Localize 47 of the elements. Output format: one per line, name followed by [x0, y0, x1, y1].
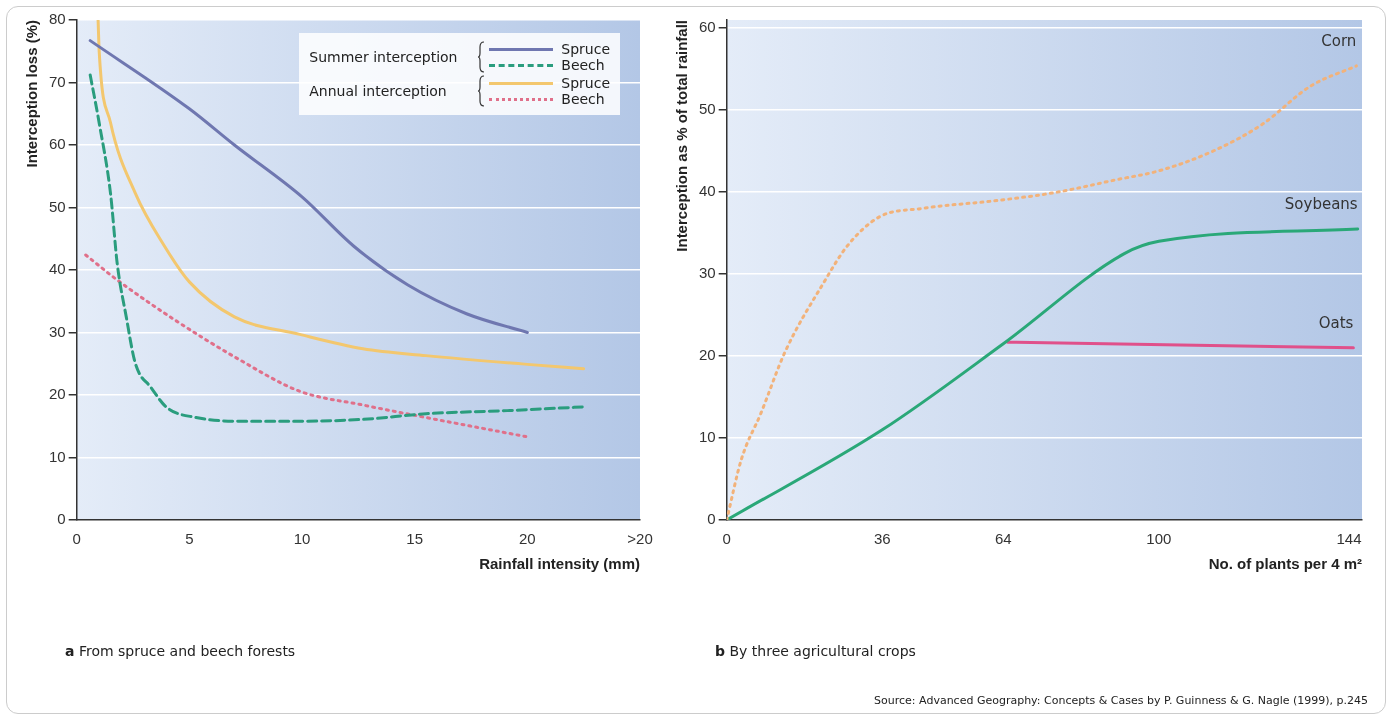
- annotation: Annual interception: [309, 83, 448, 99]
- y-tick-label: 50: [49, 197, 66, 215]
- x-tick-label: 36: [873, 530, 891, 548]
- x-tick-label: 15: [406, 530, 424, 548]
- y-tick-label: 80: [49, 10, 66, 28]
- x-tick-label: 20: [518, 530, 536, 548]
- y-tick-label: 0: [707, 510, 716, 528]
- y-tick-label: 10: [699, 428, 716, 446]
- y-tick-label: 20: [699, 346, 716, 364]
- y-tick-label: 20: [49, 385, 66, 403]
- source-note: Source: Advanced Geography: Concepts & Cases by P. Guinness & G. Nagle (1999), p.245: [874, 694, 1368, 707]
- line-series: [88, 39, 529, 334]
- series-label: Oats: [1318, 314, 1354, 333]
- x-tick-label: 144: [1336, 530, 1362, 548]
- x-tick-label: 10: [293, 530, 311, 548]
- y-axis-title: Interception loss (%): [23, 20, 41, 168]
- legend-label: Spruce: [561, 75, 610, 91]
- y-tick-label: 50: [699, 100, 716, 118]
- y-tick-label: 10: [49, 447, 66, 465]
- line-series: [726, 227, 1360, 520]
- x-tick-label: 0: [722, 530, 731, 548]
- x-tick-label: 100: [1146, 530, 1172, 548]
- y-tick-label: 30: [699, 264, 716, 282]
- line-series: [84, 253, 529, 439]
- legend-label: Beech: [561, 57, 605, 73]
- x-tick-label: 5: [185, 530, 194, 548]
- y-tick-label: 60: [49, 135, 66, 153]
- y-tick-label: 70: [49, 72, 66, 90]
- annotation: Summer interception: [309, 49, 459, 65]
- y-tick-label: 30: [49, 322, 66, 340]
- legend-label: Beech: [561, 91, 605, 107]
- series-label: Corn: [1321, 32, 1357, 51]
- y-tick-label: 60: [699, 18, 716, 36]
- x-axis-title: No. of plants per 4 m²: [1208, 555, 1362, 573]
- x-tick-label: >20: [627, 530, 653, 548]
- series-label: Soybeans: [1284, 195, 1358, 214]
- x-tick-label: 0: [72, 530, 81, 548]
- y-tick-label: 40: [49, 260, 66, 278]
- legend-label: Spruce: [561, 41, 610, 57]
- y-tick-label: 40: [699, 182, 716, 200]
- x-tick-label: 64: [994, 530, 1012, 548]
- x-axis-title: Rainfall intensity (mm): [479, 555, 640, 573]
- y-tick-label: 0: [57, 510, 66, 528]
- line-series: [726, 64, 1358, 520]
- text: b By three agricultural crops: [715, 643, 916, 659]
- y-axis-title: Interception as % of total rainfall: [673, 20, 691, 252]
- text: a From spruce and beech forests: [65, 643, 296, 659]
